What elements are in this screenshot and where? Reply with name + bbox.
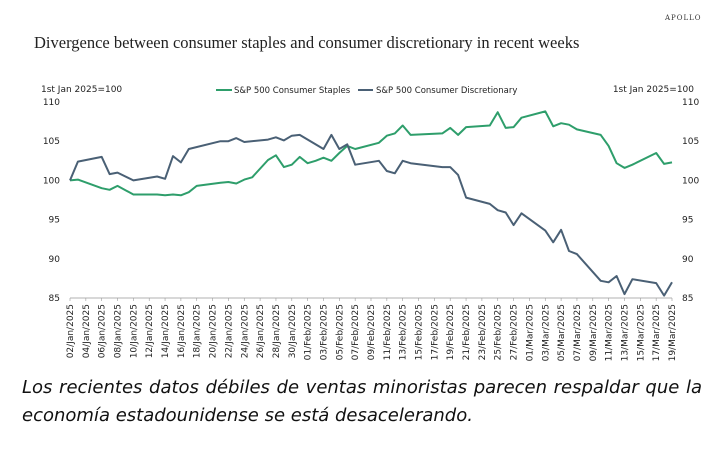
y-tick-label-right: 90 [682,255,694,265]
y-tick-label-left: 85 [49,294,60,304]
x-tick-label: 12/Jan/2025 [145,304,155,358]
x-tick-label: 17/Feb/2025 [430,304,440,360]
series-line-discretionary [69,133,673,297]
x-tick-label: 19/Mar/2025 [668,304,678,361]
x-tick-label: 13/Mar/2025 [620,304,630,361]
x-tick-label: 02/Jan/2025 [66,304,76,358]
x-tick-label: 07/Mar/2025 [573,304,583,361]
legend-label-discretionary: S&P 500 Consumer Discretionary [376,86,517,96]
x-tick-label: 15/Mar/2025 [636,304,646,361]
x-tick-label: 15/Feb/2025 [415,304,425,360]
y-tick-label-right: 85 [682,294,693,304]
y-tick-label-left: 105 [43,137,60,147]
x-tick-label: 16/Jan/2025 [177,304,187,358]
y-tick-label-right: 105 [682,137,699,147]
x-tick-label: 30/Jan/2025 [288,304,298,358]
x-tick-label: 19/Feb/2025 [446,304,456,360]
x-tick-label: 11/Feb/2025 [383,304,393,360]
x-tick-label: 10/Jan/2025 [129,304,139,358]
x-tick-label: 05/Feb/2025 [335,304,345,360]
y-tick-label-right: 100 [682,176,699,186]
x-tick-label: 13/Feb/2025 [399,304,409,360]
x-tick-label: 14/Jan/2025 [161,304,171,358]
x-tick-label: 27/Feb/2025 [510,304,520,360]
x-tick-label: 18/Jan/2025 [193,304,203,358]
legend: S&P 500 Consumer Staples S&P 500 Consume… [216,86,517,96]
y-tick-label-right: 110 [682,98,699,108]
y-tick-label-left: 95 [49,216,60,226]
x-tick-label: 17/Mar/2025 [652,304,662,361]
y-axis-label-left: 1st Jan 2025=100 [41,85,122,95]
x-tick-label: 01/Mar/2025 [525,304,535,361]
x-tick-label: 20/Jan/2025 [209,304,219,358]
x-tick-label: 21/Feb/2025 [462,304,472,360]
y-ticks-right: 85 90 95 100 105 110 [682,98,699,304]
line-chart: 1st Jan 2025=100 1st Jan 2025=100 S&P 50… [41,85,699,361]
y-tick-label-left: 90 [49,255,61,265]
x-tick-label: 05/Mar/2025 [557,304,567,361]
series-line-staples [69,110,673,197]
y-tick-label-right: 95 [682,216,693,226]
y-tick-label-left: 100 [43,176,60,186]
x-tick-label: 03/Feb/2025 [319,304,329,360]
x-tick-label: 08/Jan/2025 [114,304,124,358]
x-tick-label: 24/Jan/2025 [240,304,250,358]
x-tick-label: 28/Jan/2025 [272,304,282,358]
x-tick-label: 09/Mar/2025 [589,304,599,361]
chart-title: Divergence between consumer staples and … [34,33,580,52]
x-tick-label: 04/Jan/2025 [82,304,92,358]
x-tick-label: 22/Jan/2025 [224,304,234,358]
x-tick-label: 03/Mar/2025 [541,304,551,361]
legend-label-staples: S&P 500 Consumer Staples [234,86,351,96]
x-tick-label: 11/Mar/2025 [605,304,615,361]
x-tick-label: 23/Feb/2025 [478,304,488,360]
x-tick-label: 25/Feb/2025 [494,304,504,360]
caption: Los recientes datos débiles de ventas mi… [22,377,702,426]
series-lines [69,110,673,297]
y-ticks-left: 85 90 95 100 105 110 [43,98,60,304]
brand-logo: APOLLO [665,14,702,22]
x-tick-label: 26/Jan/2025 [256,304,266,358]
x-tick-label: 09/Feb/2025 [367,304,377,360]
x-ticks: 02/Jan/2025 04/Jan/2025 06/Jan/2025 08/Jan/… [66,298,678,361]
x-tick-label: 07/Feb/2025 [351,304,361,360]
x-tick-label: 06/Jan/2025 [98,304,108,358]
y-axis-label-right: 1st Jan 2025=100 [613,85,694,95]
y-tick-label-left: 110 [43,98,60,108]
x-tick-label: 01/Feb/2025 [304,304,314,360]
